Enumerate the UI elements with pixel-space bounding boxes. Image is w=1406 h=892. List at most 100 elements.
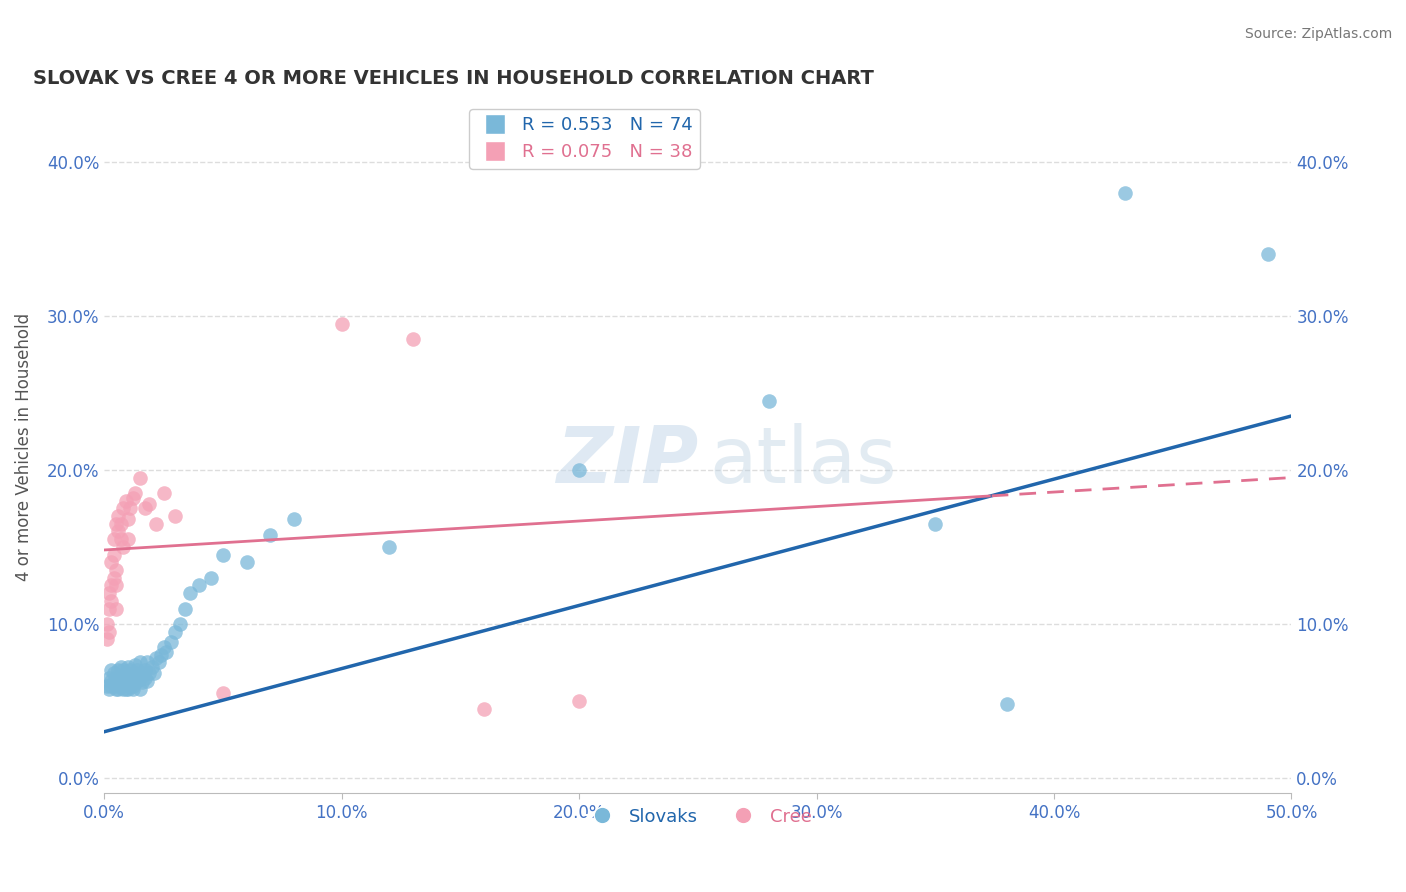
Point — [107, 663, 129, 677]
Point — [110, 679, 132, 693]
Text: SLOVAK VS CREE 4 OR MORE VEHICLES IN HOUSEHOLD CORRELATION CHART: SLOVAK VS CREE 4 OR MORE VEHICLES IN HOU… — [32, 69, 875, 87]
Point — [169, 616, 191, 631]
Point — [1257, 247, 1279, 261]
Point — [114, 666, 136, 681]
Point — [235, 555, 257, 569]
Point — [152, 486, 174, 500]
Point — [110, 532, 132, 546]
Point — [138, 666, 160, 681]
Point — [114, 673, 136, 688]
Point — [110, 671, 132, 685]
Text: atlas: atlas — [710, 423, 897, 499]
Point — [150, 648, 173, 662]
Point — [112, 663, 135, 677]
Point — [127, 673, 149, 688]
Point — [121, 679, 143, 693]
Point — [110, 660, 132, 674]
Point — [114, 493, 136, 508]
Point — [112, 501, 135, 516]
Point — [100, 578, 122, 592]
Point — [110, 516, 132, 531]
Point — [96, 632, 118, 647]
Point — [112, 540, 135, 554]
Point — [100, 594, 122, 608]
Point — [134, 501, 156, 516]
Point — [995, 697, 1018, 711]
Point — [98, 624, 121, 639]
Point — [924, 516, 946, 531]
Point — [212, 548, 235, 562]
Point — [105, 681, 128, 696]
Point — [212, 686, 235, 700]
Point — [143, 666, 166, 681]
Point — [128, 470, 150, 484]
Point — [105, 563, 128, 577]
Point — [105, 578, 128, 592]
Point — [98, 601, 121, 615]
Point — [155, 645, 177, 659]
Point — [105, 516, 128, 531]
Text: ZIP: ZIP — [555, 423, 697, 499]
Point — [107, 681, 129, 696]
Point — [134, 671, 156, 685]
Point — [1114, 186, 1136, 200]
Point — [128, 681, 150, 696]
Point — [472, 701, 495, 715]
Point — [120, 679, 142, 693]
Point — [121, 671, 143, 685]
Point — [117, 675, 139, 690]
Point — [105, 671, 128, 685]
Point — [165, 509, 187, 524]
Point — [98, 586, 121, 600]
Point — [568, 463, 591, 477]
Point — [100, 663, 122, 677]
Point — [152, 640, 174, 654]
Point — [107, 524, 129, 539]
Point — [124, 675, 146, 690]
Y-axis label: 4 or more Vehicles in Household: 4 or more Vehicles in Household — [15, 313, 32, 581]
Point — [117, 681, 139, 696]
Point — [100, 673, 122, 688]
Point — [758, 393, 780, 408]
Point — [120, 671, 142, 685]
Point — [179, 586, 201, 600]
Point — [159, 635, 181, 649]
Point — [136, 673, 159, 688]
Point — [100, 679, 122, 693]
Point — [98, 671, 121, 685]
Point — [103, 675, 125, 690]
Point — [112, 675, 135, 690]
Point — [174, 601, 197, 615]
Point — [330, 317, 353, 331]
Point — [107, 673, 129, 688]
Point — [134, 663, 156, 677]
Point — [138, 497, 160, 511]
Point — [98, 681, 121, 696]
Point — [402, 332, 425, 346]
Point — [121, 681, 143, 696]
Point — [117, 671, 139, 685]
Point — [141, 660, 163, 674]
Point — [112, 681, 135, 696]
Point — [105, 679, 128, 693]
Point — [103, 571, 125, 585]
Point — [283, 512, 305, 526]
Point — [145, 650, 167, 665]
Point — [124, 658, 146, 673]
Point — [107, 509, 129, 524]
Point — [117, 532, 139, 546]
Point — [136, 656, 159, 670]
Point — [124, 486, 146, 500]
Point — [117, 512, 139, 526]
Point — [188, 578, 211, 592]
Point — [120, 501, 142, 516]
Point — [100, 555, 122, 569]
Point — [121, 491, 143, 505]
Point — [124, 666, 146, 681]
Point — [96, 679, 118, 693]
Point — [165, 624, 187, 639]
Point — [131, 666, 153, 681]
Point — [148, 656, 170, 670]
Point — [117, 660, 139, 674]
Point — [96, 616, 118, 631]
